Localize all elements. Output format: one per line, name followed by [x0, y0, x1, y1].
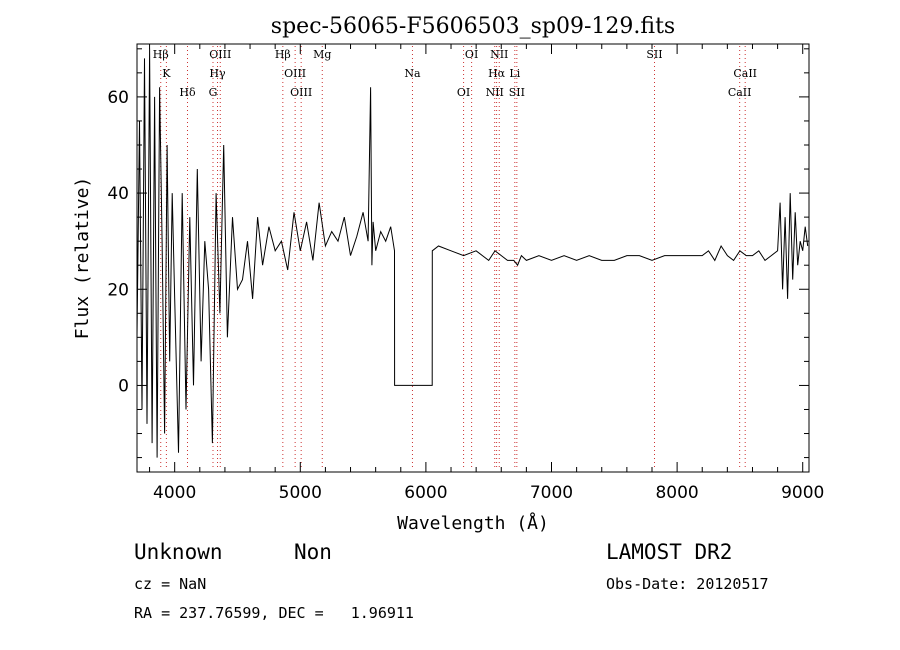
- line-label-5: G: [209, 86, 218, 99]
- line-label-11: OI: [457, 86, 470, 99]
- survey-label: LAMOST DR2: [606, 540, 733, 564]
- y-tick-label-20: 20: [107, 280, 129, 300]
- y-tick-label-40: 40: [107, 184, 129, 204]
- line-label-9: Mg: [313, 48, 331, 61]
- obs-date-label: Obs-Date: 20120517: [606, 575, 769, 593]
- line-label-12: OI: [465, 48, 478, 61]
- radec-label: RA = 237.76599, DEC = 1.96911: [134, 604, 414, 622]
- line-label-3: OIII: [209, 48, 231, 61]
- y-tick-label-60: 60: [107, 88, 129, 108]
- x-tick-label-7000: 7000: [530, 483, 573, 503]
- line-label-2: Hδ: [179, 86, 196, 99]
- spectrum-line: [136, 48, 809, 458]
- line-label-6: Hβ: [275, 48, 291, 61]
- line-label-14: NII: [486, 86, 504, 99]
- line-label-18: SII: [646, 48, 662, 61]
- line-label-0: Hβ: [153, 48, 169, 61]
- line-label-19: CaII: [733, 67, 757, 80]
- x-axis-label: Wavelength (Å): [397, 512, 549, 534]
- y-tick-label-0: 0: [118, 376, 129, 396]
- line-label-13: Hα: [488, 67, 506, 80]
- line-label-8: OIII: [290, 86, 312, 99]
- plot-frame: [136, 43, 810, 473]
- x-tick-label-9000: 9000: [781, 483, 824, 503]
- x-tick-label-4000: 4000: [153, 483, 196, 503]
- line-label-15: NII: [490, 48, 508, 61]
- line-label-10: Na: [404, 67, 421, 80]
- line-label-4: Hγ: [209, 67, 226, 80]
- x-tick-label-8000: 8000: [655, 483, 698, 503]
- subclass-label: Non: [294, 540, 332, 564]
- line-label-16: Li: [509, 67, 520, 80]
- cz-label: cz = NaN: [134, 575, 207, 593]
- chart-title: spec-56065-F5606503_sp09-129.fits: [271, 14, 675, 39]
- x-tick-label-6000: 6000: [404, 483, 447, 503]
- line-label-1: K: [162, 67, 171, 80]
- class-label: Unknown: [134, 540, 223, 564]
- line-label-17: SII: [509, 86, 525, 99]
- x-tick-label-5000: 5000: [279, 483, 322, 503]
- y-axis-label: Flux (relative): [72, 177, 93, 340]
- line-label-20: CaII: [728, 86, 752, 99]
- line-label-7: OIII: [284, 67, 306, 80]
